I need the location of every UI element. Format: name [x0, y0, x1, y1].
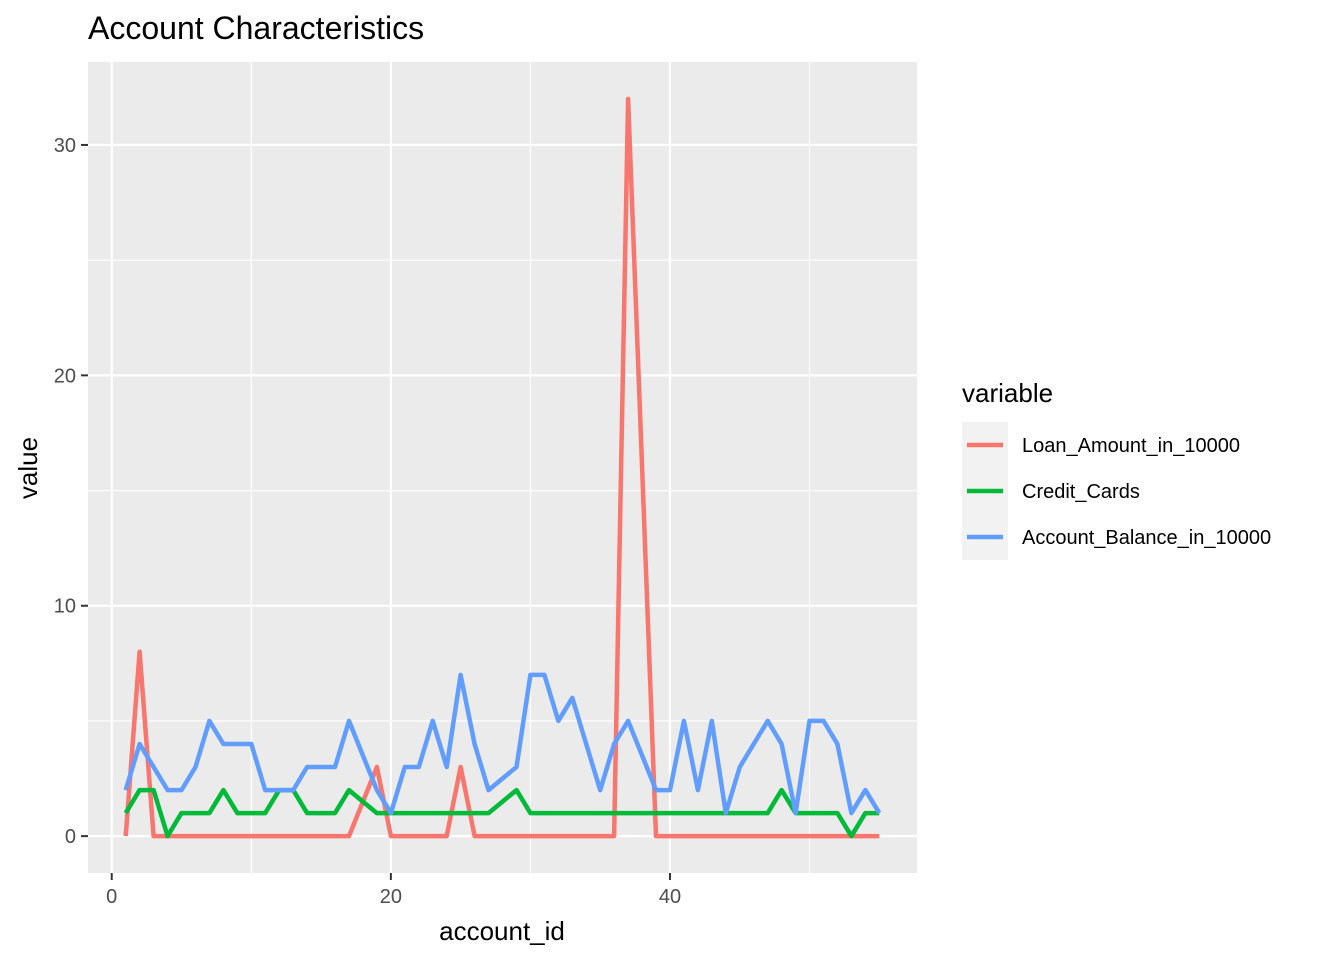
y-tick-label: 0: [65, 826, 76, 848]
minor-gridlines: [88, 62, 917, 873]
legend-label: Account_Balance_in_10000: [1022, 527, 1271, 549]
legend-label: Loan_Amount_in_10000: [1022, 435, 1240, 457]
x-tick-label: 0: [106, 886, 117, 908]
series-line-account-balance-in-10000: [123, 672, 882, 816]
legend-label: Credit_Cards: [1022, 481, 1140, 503]
legend-title: variable: [962, 378, 1053, 408]
legend: variable Loan_Amount_in_10000 Credit_Card…: [962, 378, 1271, 560]
series-lines: [123, 96, 882, 839]
y-tick-label: 30: [54, 135, 76, 157]
x-tick-label: 20: [380, 886, 402, 908]
y-tick-label: 10: [54, 596, 76, 618]
plot-panel: [88, 62, 917, 873]
x-tick-label: 40: [659, 886, 681, 908]
chart-title: Account Characteristics: [88, 10, 424, 46]
series-line-credit-cards: [123, 787, 880, 839]
series-line-loan-amount-in-10000: [123, 96, 880, 839]
y-tick-label: 20: [54, 365, 76, 387]
axis-ticks: [81, 143, 671, 880]
x-axis-title: account_id: [439, 916, 565, 946]
y-axis-title: value: [13, 437, 43, 499]
tick-labels: 0 20 40 0 10 20 30: [54, 135, 681, 908]
